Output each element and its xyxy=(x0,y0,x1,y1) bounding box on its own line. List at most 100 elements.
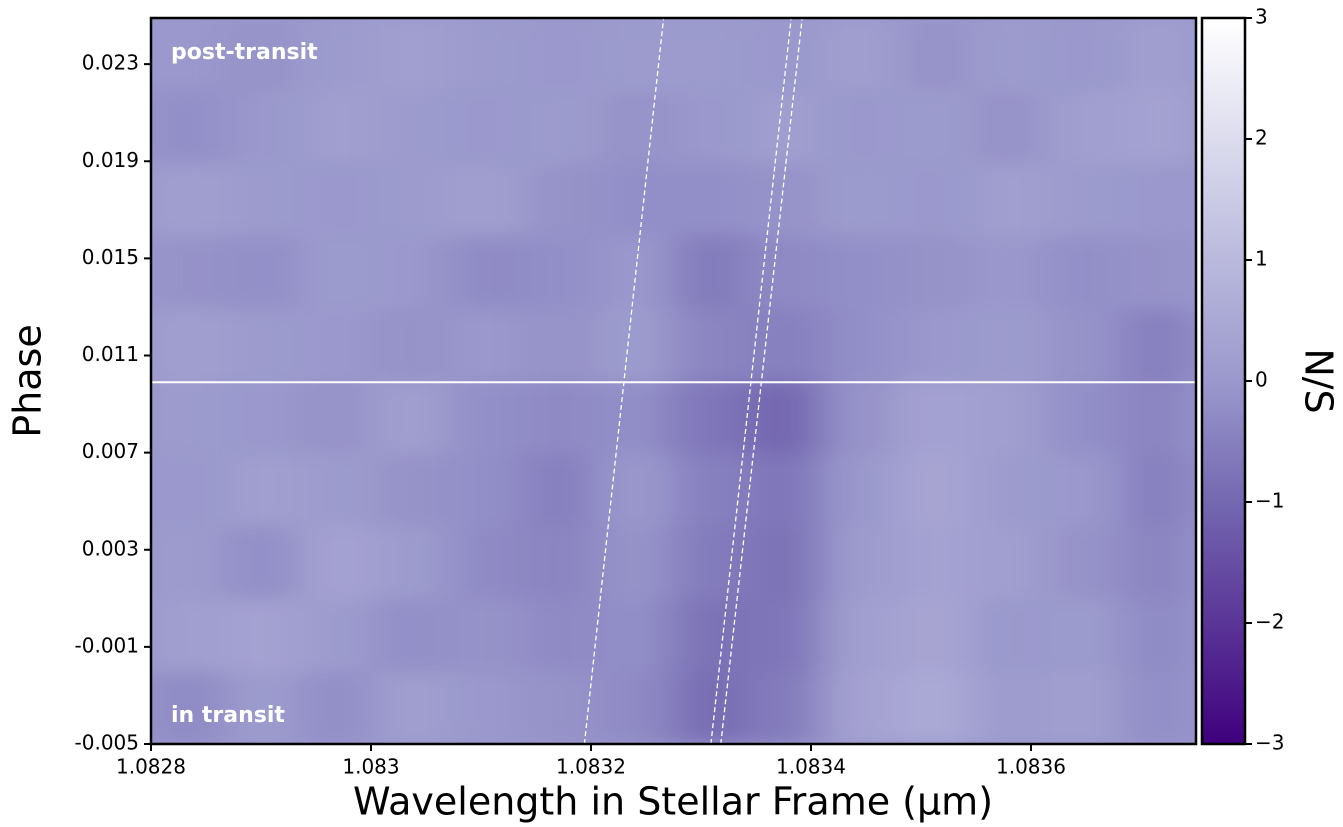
heatmap-cell xyxy=(524,381,600,455)
heatmap-cell xyxy=(748,235,824,309)
heatmap-cell xyxy=(972,671,1048,745)
y-tick-label: -0.005 xyxy=(75,731,139,755)
colorbar-label: N/S xyxy=(1297,348,1341,413)
chart: post-transit in transit Wavelength in St… xyxy=(0,0,1343,827)
y-tick-label: 0.011 xyxy=(82,342,139,366)
heatmap-cell xyxy=(151,163,227,237)
heatmap-cell xyxy=(598,526,674,600)
heatmap-cell xyxy=(822,163,898,237)
y-tick-label: 0.023 xyxy=(82,51,139,75)
heatmap-cell xyxy=(897,308,973,382)
colorbar xyxy=(1202,18,1245,744)
heatmap-cell xyxy=(374,90,450,164)
heatmap-cell xyxy=(897,163,973,237)
heatmap-cell xyxy=(300,308,376,382)
colorbar-tick-label: −3 xyxy=(1255,731,1284,755)
heatmap-cell xyxy=(374,18,450,92)
heatmap-cell xyxy=(897,671,973,745)
y-tick-label: 0.007 xyxy=(82,439,139,463)
heatmap-cell xyxy=(374,526,450,600)
heatmap-cell xyxy=(300,671,376,745)
heatmap-cell xyxy=(449,381,525,455)
heatmap-cell xyxy=(972,453,1048,527)
x-tick-label: 1.083 xyxy=(342,755,399,779)
heatmap-cell xyxy=(822,90,898,164)
heatmap-cell xyxy=(822,526,898,600)
heatmap-cell xyxy=(449,598,525,672)
y-tick-label: 0.015 xyxy=(82,245,139,269)
heatmap-cell xyxy=(748,671,824,745)
heatmap-cell xyxy=(748,598,824,672)
heatmap-cell xyxy=(374,598,450,672)
heatmap-cell xyxy=(374,163,450,237)
heatmap-cell xyxy=(972,163,1048,237)
heatmap-cell xyxy=(598,453,674,527)
heatmap-cell xyxy=(897,18,973,92)
heatmap-cell xyxy=(897,598,973,672)
heatmap-cell xyxy=(972,18,1048,92)
heatmap-cell xyxy=(524,598,600,672)
heatmap-cell xyxy=(225,235,301,309)
y-tick-label: 0.019 xyxy=(82,148,139,172)
heatmap-cell xyxy=(151,598,227,672)
heatmap-cells xyxy=(151,18,1197,745)
heatmap-cell xyxy=(1121,18,1197,92)
heatmap-cell xyxy=(598,90,674,164)
annotation: post-transit xyxy=(171,40,318,65)
heatmap-cell xyxy=(374,671,450,745)
heatmap-cell xyxy=(449,453,525,527)
heatmap-cell xyxy=(449,308,525,382)
heatmap-cell xyxy=(300,381,376,455)
heatmap-cell xyxy=(897,90,973,164)
heatmap-cell xyxy=(897,526,973,600)
heatmap-cell xyxy=(151,453,227,527)
colorbar-tick-label: −2 xyxy=(1255,610,1284,634)
heatmap-cell xyxy=(300,526,376,600)
heatmap-cell xyxy=(972,235,1048,309)
heatmap-cell xyxy=(374,453,450,527)
heatmap-cell xyxy=(822,671,898,745)
heatmap-cell xyxy=(225,308,301,382)
heatmap-cell xyxy=(673,671,749,745)
heatmap-cell xyxy=(524,308,600,382)
colorbar-tick-label: −1 xyxy=(1255,489,1284,513)
heatmap-cell xyxy=(897,453,973,527)
heatmap-cell xyxy=(225,598,301,672)
heatmap-cell xyxy=(300,453,376,527)
colorbar-tick-label: 3 xyxy=(1255,5,1268,29)
heatmap-cell xyxy=(1121,526,1197,600)
heatmap-cell xyxy=(1046,526,1122,600)
heatmap-cell xyxy=(1121,90,1197,164)
heatmap-cell xyxy=(1046,18,1122,92)
heatmap-cell xyxy=(598,598,674,672)
heatmap-cell xyxy=(1121,308,1197,382)
heatmap-cell xyxy=(673,235,749,309)
heatmap-cell xyxy=(300,163,376,237)
heatmap-cell xyxy=(225,90,301,164)
heatmap-cell xyxy=(748,163,824,237)
heatmap-cell xyxy=(972,90,1048,164)
x-tick-label: 1.0832 xyxy=(556,755,626,779)
heatmap-cell xyxy=(972,598,1048,672)
heatmap-cell xyxy=(449,526,525,600)
y-tick-label: 0.003 xyxy=(82,536,139,560)
heatmap-cell xyxy=(673,453,749,527)
heatmap-cell xyxy=(1046,90,1122,164)
heatmap-cell xyxy=(1121,671,1197,745)
heatmap-cell xyxy=(1046,453,1122,527)
x-tick-label: 1.0834 xyxy=(776,755,846,779)
annotation: in transit xyxy=(171,703,285,728)
heatmap-cell xyxy=(972,526,1048,600)
heatmap-cell xyxy=(1121,598,1197,672)
y-tick-label: -0.001 xyxy=(75,633,139,657)
heatmap-cell xyxy=(524,453,600,527)
colorbar-tick-label: 1 xyxy=(1255,247,1268,271)
heatmap-cell xyxy=(1046,671,1122,745)
heatmap-cell xyxy=(822,308,898,382)
heatmap-cell xyxy=(225,453,301,527)
heatmap-cell xyxy=(748,526,824,600)
heatmap-cell xyxy=(598,381,674,455)
heatmap-cell xyxy=(374,308,450,382)
x-tick-label: 1.0836 xyxy=(996,755,1066,779)
heatmap-cell xyxy=(151,235,227,309)
